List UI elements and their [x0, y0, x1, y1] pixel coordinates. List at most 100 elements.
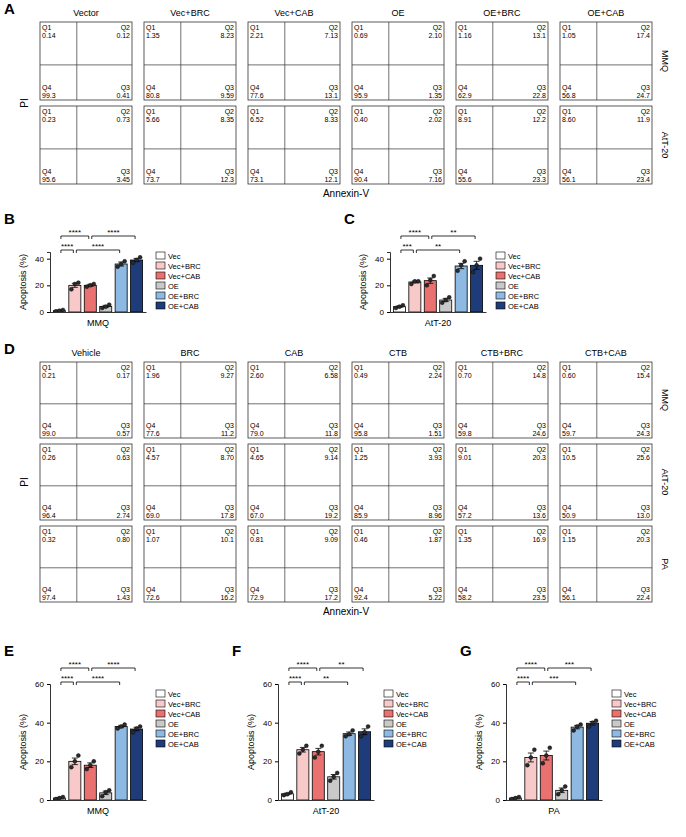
quadrant-value: 92.4	[354, 594, 368, 601]
quadrant-label: Q1	[562, 24, 571, 32]
quadrant-label: Q3	[329, 84, 338, 92]
replicate-point	[335, 771, 339, 775]
quadrant-value: 3.93	[428, 454, 442, 461]
tick-mark	[503, 761, 506, 762]
legend-swatch	[496, 292, 505, 299]
quadrant-label: Q2	[641, 364, 650, 372]
quadrant-label: Q4	[562, 84, 571, 92]
quadrant-value: 1.35	[458, 536, 472, 543]
gate-line	[40, 567, 132, 568]
legend-swatch	[156, 272, 165, 279]
flow-plot: Q10.49Q22.24Q31.51Q495.8	[352, 362, 444, 438]
legend-label: Vec	[396, 690, 409, 699]
flow-plot: Q10.21Q20.17Q30.57Q499.0	[40, 362, 132, 438]
replicate-point	[459, 263, 463, 267]
quadrant-label: Q4	[458, 84, 467, 92]
legend-label: Vec	[624, 690, 637, 699]
flow-plot: Q14.65Q29.14Q319.2Q467.0	[248, 444, 340, 520]
quadrant-value: 11.8	[325, 430, 338, 437]
quadrant-label: Q1	[458, 528, 467, 536]
figure: AVectorVec+BRCVec+CABOEOE+BRCOE+CABMMQQ1…	[0, 0, 686, 837]
gate-line	[76, 362, 77, 438]
quadrant-label: Q1	[42, 446, 51, 454]
plot-frame	[248, 22, 340, 100]
legend-swatch	[496, 252, 505, 259]
quadrant-label: Q4	[250, 84, 259, 92]
gate-line	[284, 362, 285, 438]
tick-label: 20	[375, 281, 384, 290]
replicate-point	[92, 282, 96, 286]
tick-mark	[503, 684, 506, 685]
bar	[297, 750, 309, 800]
tick-mark	[275, 723, 278, 724]
quadrant-label: Q2	[641, 528, 650, 536]
replicate-point	[563, 784, 567, 788]
quadrant-label: Q1	[250, 364, 259, 372]
quadrant-value: 19.2	[324, 512, 338, 519]
tick-mark	[47, 723, 50, 724]
quadrant-label: Q3	[121, 84, 130, 92]
quadrant-label: Q3	[329, 586, 338, 594]
legend-swatch	[156, 700, 165, 707]
tick-mark	[47, 259, 50, 260]
column-title: OE	[391, 8, 404, 18]
column-title: OE+CAB	[588, 8, 625, 18]
quadrant-value: 10.5	[562, 454, 576, 461]
column-title: OE+BRC	[483, 8, 521, 18]
column-title: CAB	[285, 348, 304, 358]
gate-line	[180, 106, 181, 184]
legend-label: Vec+CAB	[168, 710, 200, 719]
quadrant-label: Q3	[537, 84, 546, 92]
quadrant-value: 0.60	[562, 372, 576, 379]
gate-line	[596, 22, 597, 100]
legend-label: OE+BRC	[168, 292, 200, 301]
gate-line	[492, 444, 493, 520]
quadrant-label: Q3	[433, 422, 442, 430]
quadrant-label: Q2	[537, 108, 546, 116]
y-tick: 40	[35, 719, 50, 728]
quadrant-label: Q1	[562, 364, 571, 372]
legend-swatch	[156, 262, 165, 269]
replicate-point	[107, 788, 111, 792]
axis-title: Apoptosis (%)	[474, 714, 484, 770]
replicate-point	[572, 728, 576, 732]
plot-frame	[560, 444, 652, 520]
quadrant-label: Q4	[250, 586, 259, 594]
axis-line	[51, 312, 147, 313]
quadrant-value: 72.9	[250, 594, 264, 601]
replicate-point	[123, 723, 127, 727]
quadrant-label: Q1	[458, 108, 467, 116]
replicate-point	[131, 261, 135, 265]
legend-label: Vec+BRC	[168, 262, 201, 271]
quadrant-value: 8.70	[220, 454, 234, 461]
quadrant-value: 8.35	[220, 116, 234, 123]
legend-label: OE+BRC	[508, 292, 540, 301]
panel-letter: C	[344, 210, 355, 227]
replicate-point	[316, 750, 320, 754]
quadrant-label: Q2	[641, 108, 650, 116]
replicate-point	[116, 265, 120, 269]
plot-marks	[53, 723, 142, 800]
tick-label: 0	[40, 308, 45, 317]
replicate-point	[131, 730, 135, 734]
quadrant-value: 9.14	[324, 454, 338, 461]
replicate-point	[76, 754, 80, 758]
plot-frame	[352, 362, 444, 438]
bar	[131, 260, 143, 312]
bar-panel: G0204060PAApoptosis (%)**************Vec…	[460, 642, 657, 816]
plot-frame	[248, 444, 340, 520]
y-axis: 02040	[375, 253, 390, 318]
significance-label: ***	[402, 242, 411, 251]
quadrant-value: 95.9	[354, 92, 368, 99]
legend-label: OE	[624, 720, 635, 729]
tick-label: 0	[496, 796, 501, 805]
quadrant-value: 2.74	[116, 512, 130, 519]
quadrant-value: 15.4	[636, 372, 650, 379]
gate-line	[144, 64, 236, 65]
tick-label: 40	[375, 255, 384, 264]
quadrant-label: Q3	[537, 422, 546, 430]
axis-line	[507, 800, 603, 801]
flow-plot: Q18.91Q212.2Q323.3Q455.6	[456, 106, 548, 184]
replicate-point	[594, 719, 598, 723]
replicate-point	[138, 255, 142, 259]
